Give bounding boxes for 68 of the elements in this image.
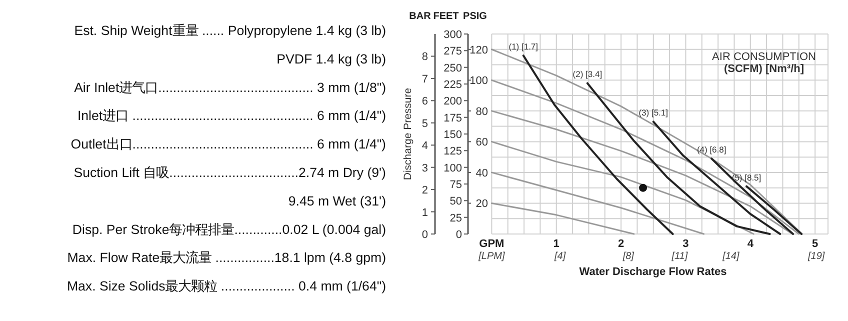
x-tick-label: 5 — [812, 238, 818, 250]
y3-tick-label: 6 — [422, 96, 428, 108]
x-axis-title: Water Discharge Flow Rates — [579, 266, 727, 278]
x-tick-label: 1 — [553, 238, 560, 250]
annotation: (SCFM) [Nm³/h] — [724, 63, 804, 75]
y2-tick-label: 25 — [450, 212, 462, 224]
y2-tick-label: 50 — [450, 196, 462, 208]
y2-tick-label: 150 — [444, 129, 462, 141]
text: Inlet进口 ................................................. 6 mm (1/4") — [77, 108, 386, 124]
line-series — [586, 82, 771, 235]
x2-tick-label: [4] — [553, 251, 566, 262]
annotation: (5) [8.5] — [732, 172, 762, 182]
text: Max. Size Solids最大颗粒 .................... 0.4 mm (1/64") — [66, 278, 386, 294]
x-tick-label: GPM — [479, 238, 504, 250]
line-series — [652, 120, 782, 235]
annotation: (3) [5.1] — [638, 108, 668, 118]
y-tick-label: 100 — [470, 75, 488, 88]
x-tick-label: 2 — [618, 238, 624, 250]
line-series — [490, 110, 794, 235]
text: PVDF 1.4 kg (3 lb) — [276, 51, 386, 66]
x2-tick-label: [8] — [622, 251, 634, 262]
y3-tick-label: 1 — [422, 206, 428, 219]
line-series — [522, 54, 674, 235]
text: Air Inlet进气口.......................................... 3 mm (1/8") — [74, 80, 386, 95]
annotation: (4) [6.8] — [696, 144, 726, 155]
y3-tick-label: 8 — [422, 51, 428, 64]
y3-tick-label: 2 — [422, 184, 428, 197]
y3-tick-label: 3 — [422, 162, 428, 174]
y2-tick-label: 100 — [444, 162, 462, 174]
x2-tick-label: [14] — [722, 251, 740, 262]
y-tick-label: 80 — [476, 106, 488, 118]
y-axis-title: PSIG — [463, 11, 488, 22]
y2-tick-label: 0 — [456, 229, 462, 241]
y2-tick-label: 225 — [444, 79, 462, 91]
text: Est. Ship Weight重量 ...... Polypropylene 1.4 kg (3 lb) — [74, 23, 386, 38]
y-tick-label: 20 — [476, 198, 488, 210]
text: Discharge Pressure — [402, 88, 414, 180]
y2-tick-label: 125 — [444, 146, 462, 158]
text: Suction Lift 自吸...................................2.74 m Dry (9') — [74, 165, 386, 180]
y2-tick-label: 275 — [444, 46, 462, 58]
annotation: (2) [3.4] — [572, 69, 602, 80]
text: Disp. Per Stroke每冲程排量.............0.02 L (0.004 gal) — [72, 222, 386, 237]
text: 9.45 m Wet (31') — [288, 193, 386, 208]
y2-tick-label: 250 — [444, 62, 462, 74]
y2-tick-label: 300 — [444, 29, 462, 41]
y-tick-label: 60 — [476, 136, 488, 149]
y3-axis-title: BAR — [409, 11, 432, 22]
annotation: (1) [1.7] — [508, 42, 538, 52]
y2-tick-label: 200 — [444, 96, 462, 108]
x2-axis-title: [LPM] — [478, 251, 505, 262]
line-series — [710, 158, 794, 235]
y3-tick-label: 5 — [422, 118, 428, 130]
y-tick-label: 120 — [470, 44, 488, 56]
y3-tick-label: 7 — [422, 73, 428, 86]
x2-tick-label: [19] — [807, 251, 825, 262]
y-tick-label: 40 — [476, 167, 488, 180]
annotation: AIR CONSUMPTION — [712, 51, 816, 63]
line-series — [490, 172, 705, 235]
y3-tick-label: 4 — [422, 140, 428, 152]
text: Outlet出口................................................. 6 mm (1/4") — [70, 136, 386, 152]
y3-tick-label: 0 — [422, 229, 428, 241]
y2-tick-label: 75 — [450, 179, 462, 191]
y2-axis-title: FEET — [433, 11, 459, 22]
x-tick-label: 4 — [747, 238, 754, 250]
y2-tick-label: 175 — [444, 112, 462, 124]
x2-tick-label: [11] — [670, 251, 688, 262]
text: Max. Flow Rate最大流量 ................18.1 lpm (4.8 gpm) — [67, 250, 386, 266]
x-tick-label: 3 — [682, 238, 689, 250]
